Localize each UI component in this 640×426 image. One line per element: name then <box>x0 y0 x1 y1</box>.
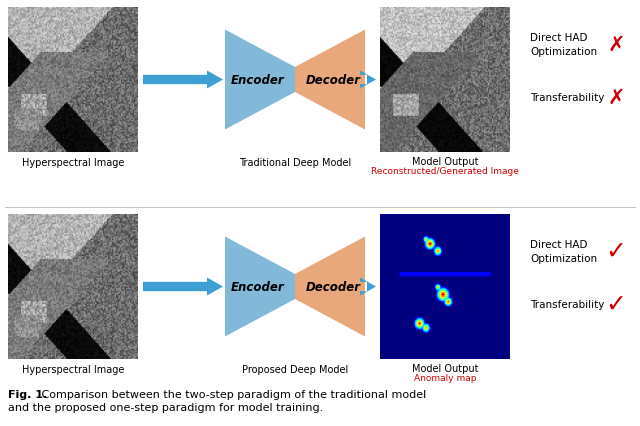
Polygon shape <box>143 278 223 296</box>
Text: Transferability: Transferability <box>530 299 604 309</box>
Polygon shape <box>360 71 376 89</box>
Polygon shape <box>360 278 376 296</box>
Text: ✓: ✓ <box>605 292 627 316</box>
Text: Transferability: Transferability <box>530 93 604 103</box>
Text: Reconstructed/Generated Image: Reconstructed/Generated Image <box>371 167 519 176</box>
Polygon shape <box>295 30 365 130</box>
Text: Hyperspectral Image: Hyperspectral Image <box>22 364 124 374</box>
Polygon shape <box>143 71 223 89</box>
Text: Comparison between the two-step paradigm of the traditional model: Comparison between the two-step paradigm… <box>38 389 426 399</box>
Text: Proposed Deep Model: Proposed Deep Model <box>242 364 348 374</box>
Text: Fig. 1.: Fig. 1. <box>8 389 47 399</box>
Text: Hyperspectral Image: Hyperspectral Image <box>22 158 124 167</box>
Bar <box>380 215 510 359</box>
Text: Decoder: Decoder <box>305 280 360 294</box>
Text: Encoder: Encoder <box>230 280 284 294</box>
Text: Direct HAD: Direct HAD <box>530 33 588 43</box>
Text: Optimization: Optimization <box>530 253 597 263</box>
Text: Decoder: Decoder <box>305 74 360 87</box>
Polygon shape <box>295 237 365 337</box>
Text: Traditional Deep Model: Traditional Deep Model <box>239 158 351 167</box>
Text: ✗: ✗ <box>607 88 625 108</box>
Text: and the proposed one-step paradigm for model training.: and the proposed one-step paradigm for m… <box>8 402 323 412</box>
Text: ✓: ✓ <box>605 239 627 263</box>
Text: Anomaly map: Anomaly map <box>413 373 476 382</box>
Text: Direct HAD: Direct HAD <box>530 239 588 249</box>
Text: ✗: ✗ <box>607 35 625 55</box>
Polygon shape <box>225 237 295 337</box>
Text: Model Output: Model Output <box>412 363 478 373</box>
Text: Encoder: Encoder <box>230 74 284 87</box>
Polygon shape <box>225 30 295 130</box>
Text: Model Output: Model Output <box>412 157 478 167</box>
Text: Optimization: Optimization <box>530 47 597 57</box>
